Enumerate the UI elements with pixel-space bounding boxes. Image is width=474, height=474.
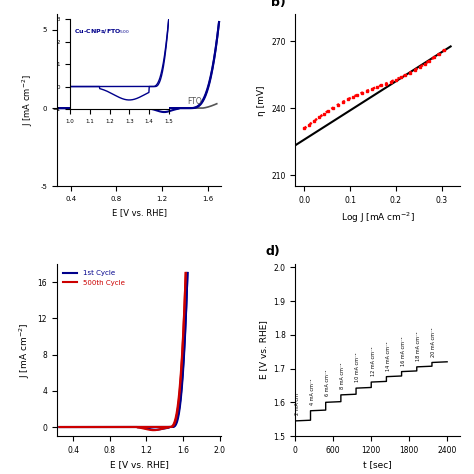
Y-axis label: η [mV]: η [mV]: [256, 85, 265, 116]
Text: 8 mA cm⁻²: 8 mA cm⁻²: [340, 362, 345, 389]
1st Cycle: [132, 424, 138, 430]
Y-axis label: J [mA cm$^{-2}$]: J [mA cm$^{-2}$]: [18, 322, 32, 378]
Y-axis label: J [mA cm$^{-2}$]: J [mA cm$^{-2}$]: [20, 74, 35, 126]
1st Cycle: [185, 270, 191, 276]
500th Cycle: [152, 424, 157, 430]
Text: 2 mA cm⁻²: 2 mA cm⁻²: [295, 388, 300, 415]
X-axis label: E [V vs. RHE]: E [V vs. RHE]: [111, 208, 166, 217]
Text: 6 mA cm⁻²: 6 mA cm⁻²: [325, 370, 330, 396]
Text: 10 mA cm⁻²: 10 mA cm⁻²: [356, 353, 360, 383]
Legend: 1st Cycle, 500th Cycle: 1st Cycle, 500th Cycle: [60, 267, 127, 288]
1st Cycle: [80, 424, 85, 430]
500th Cycle: [89, 424, 95, 430]
Text: d): d): [266, 245, 281, 258]
Text: 20 mA cm⁻²: 20 mA cm⁻²: [431, 327, 437, 357]
Text: FTO: FTO: [187, 97, 202, 106]
1st Cycle: [142, 424, 148, 430]
Text: 18 mA cm⁻²: 18 mA cm⁻²: [416, 331, 421, 361]
Y-axis label: E [V vs. RHE]: E [V vs. RHE]: [259, 320, 268, 379]
500th Cycle: [131, 424, 137, 430]
X-axis label: t [sec]: t [sec]: [363, 460, 392, 469]
Text: 16 mA cm⁻²: 16 mA cm⁻²: [401, 336, 406, 366]
500th Cycle: [79, 424, 85, 430]
Text: 14 mA cm⁻²: 14 mA cm⁻²: [386, 341, 391, 371]
1st Cycle: [90, 424, 95, 430]
1st Cycle: [153, 424, 159, 430]
500th Cycle: [57, 424, 63, 430]
500th Cycle: [183, 270, 189, 276]
Text: 4 mA cm⁻²: 4 mA cm⁻²: [310, 378, 315, 405]
Line: 500th Cycle: 500th Cycle: [60, 273, 186, 427]
500th Cycle: [141, 424, 146, 430]
Text: 12 mA cm⁻²: 12 mA cm⁻²: [371, 346, 375, 376]
X-axis label: E [V vs. RHE]: E [V vs. RHE]: [109, 460, 169, 469]
500th Cycle: [114, 424, 119, 430]
Text: b): b): [271, 0, 285, 9]
1st Cycle: [115, 424, 120, 430]
Line: 1st Cycle: 1st Cycle: [60, 273, 188, 427]
1st Cycle: [57, 424, 63, 430]
X-axis label: Log J [mA cm$^{-2}$]: Log J [mA cm$^{-2}$]: [340, 210, 415, 225]
